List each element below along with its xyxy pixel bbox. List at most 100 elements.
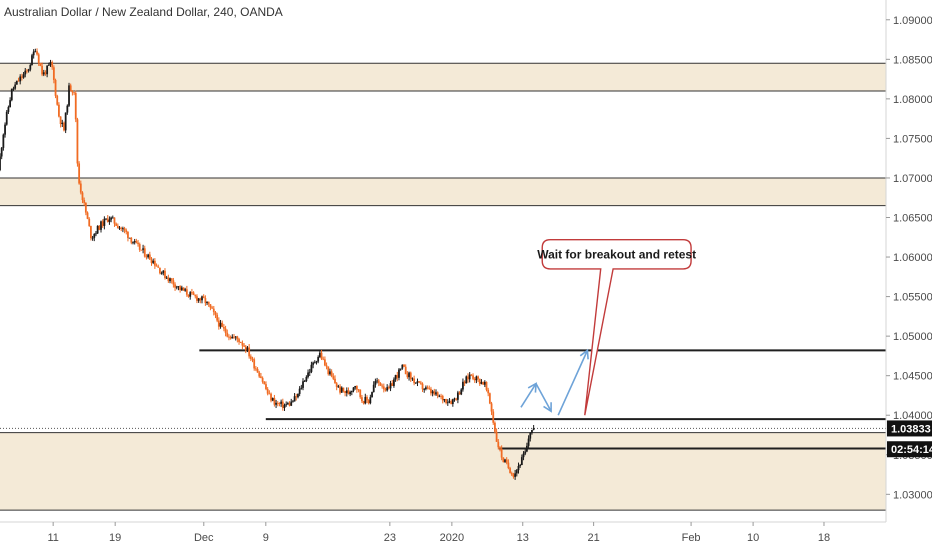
x-tick-label: 9 [263, 532, 269, 544]
y-tick-label: 1.04500 [893, 371, 932, 383]
candle [371, 391, 373, 398]
candle [312, 361, 315, 369]
candle [394, 374, 397, 382]
candle [330, 369, 333, 378]
callout-annotation[interactable]: Wait for breakout and retest [537, 238, 696, 416]
candle [22, 72, 25, 79]
candle [325, 362, 328, 370]
candle [59, 116, 62, 128]
candle [480, 379, 483, 385]
candle [295, 393, 298, 401]
candle [478, 378, 481, 386]
candle [143, 245, 146, 258]
candle [512, 472, 515, 479]
candle [170, 278, 173, 284]
candle [409, 371, 412, 382]
candle [490, 401, 493, 416]
candle [423, 388, 426, 393]
candle [381, 383, 384, 389]
x-tick-label: 19 [109, 532, 121, 544]
candle [483, 380, 486, 388]
candle [450, 399, 453, 405]
candle [74, 90, 77, 123]
candle [281, 398, 284, 411]
candle [153, 258, 156, 269]
candle [2, 133, 5, 151]
candle [258, 370, 261, 378]
candle [436, 391, 439, 399]
candle [362, 400, 365, 405]
candle [199, 297, 202, 304]
candle [19, 74, 22, 85]
x-tick-label: 2020 [440, 532, 464, 544]
candle [425, 385, 427, 391]
candle [492, 409, 495, 425]
candle [286, 401, 289, 405]
y-tick-label: 1.09000 [893, 15, 932, 27]
candle [244, 344, 247, 354]
candle [15, 80, 18, 85]
candle [61, 119, 64, 128]
candle [332, 373, 335, 381]
candle [231, 334, 234, 339]
candle [116, 223, 119, 229]
candle [118, 225, 121, 230]
candle [155, 263, 158, 267]
candle [456, 390, 459, 404]
candle [7, 105, 10, 114]
candle [334, 375, 336, 384]
candle [32, 49, 35, 59]
horizontal-levels [0, 349, 886, 450]
candle [340, 386, 343, 393]
candle [41, 62, 43, 77]
candle [320, 349, 323, 361]
candle [514, 469, 517, 480]
candle [179, 285, 182, 293]
candle [56, 94, 59, 106]
candle [66, 104, 69, 115]
candle [391, 380, 394, 387]
candle [159, 267, 161, 275]
candle [411, 377, 414, 381]
candle [372, 381, 375, 393]
candle [359, 389, 362, 399]
candle [49, 59, 52, 67]
candle [458, 391, 461, 395]
candle [453, 397, 456, 402]
candle [367, 399, 370, 405]
candle [185, 285, 188, 297]
candle [202, 294, 205, 299]
candle [451, 398, 454, 407]
candle [273, 394, 276, 407]
candle [12, 86, 15, 91]
candle [350, 390, 353, 396]
candle [313, 360, 316, 364]
candle [303, 379, 306, 383]
candle [433, 388, 436, 396]
candle [145, 254, 148, 260]
time-axis[interactable]: 11 19 Dec 9 23 2020 13 21 Feb 10 18 [0, 521, 886, 544]
candle [148, 251, 151, 260]
candle [494, 421, 496, 434]
candle [386, 384, 389, 392]
candle [160, 271, 163, 275]
candle [465, 375, 468, 384]
candle [487, 387, 490, 397]
candle [54, 78, 57, 99]
candle [79, 180, 82, 195]
candle [278, 402, 281, 407]
candle [270, 392, 272, 403]
candle [426, 385, 429, 390]
candle [515, 469, 518, 477]
callout-text: Wait for breakout and retest [537, 247, 696, 261]
candle [0, 147, 3, 160]
candle [5, 110, 8, 126]
price-axis[interactable]: 1.09000 1.08500 1.08000 1.07500 1.07000 1.065… [885, 0, 932, 522]
candle [315, 360, 318, 365]
arrow-retest [535, 383, 552, 412]
candle [260, 372, 262, 379]
candle [339, 384, 341, 395]
candle [196, 294, 198, 304]
candle [90, 225, 92, 241]
